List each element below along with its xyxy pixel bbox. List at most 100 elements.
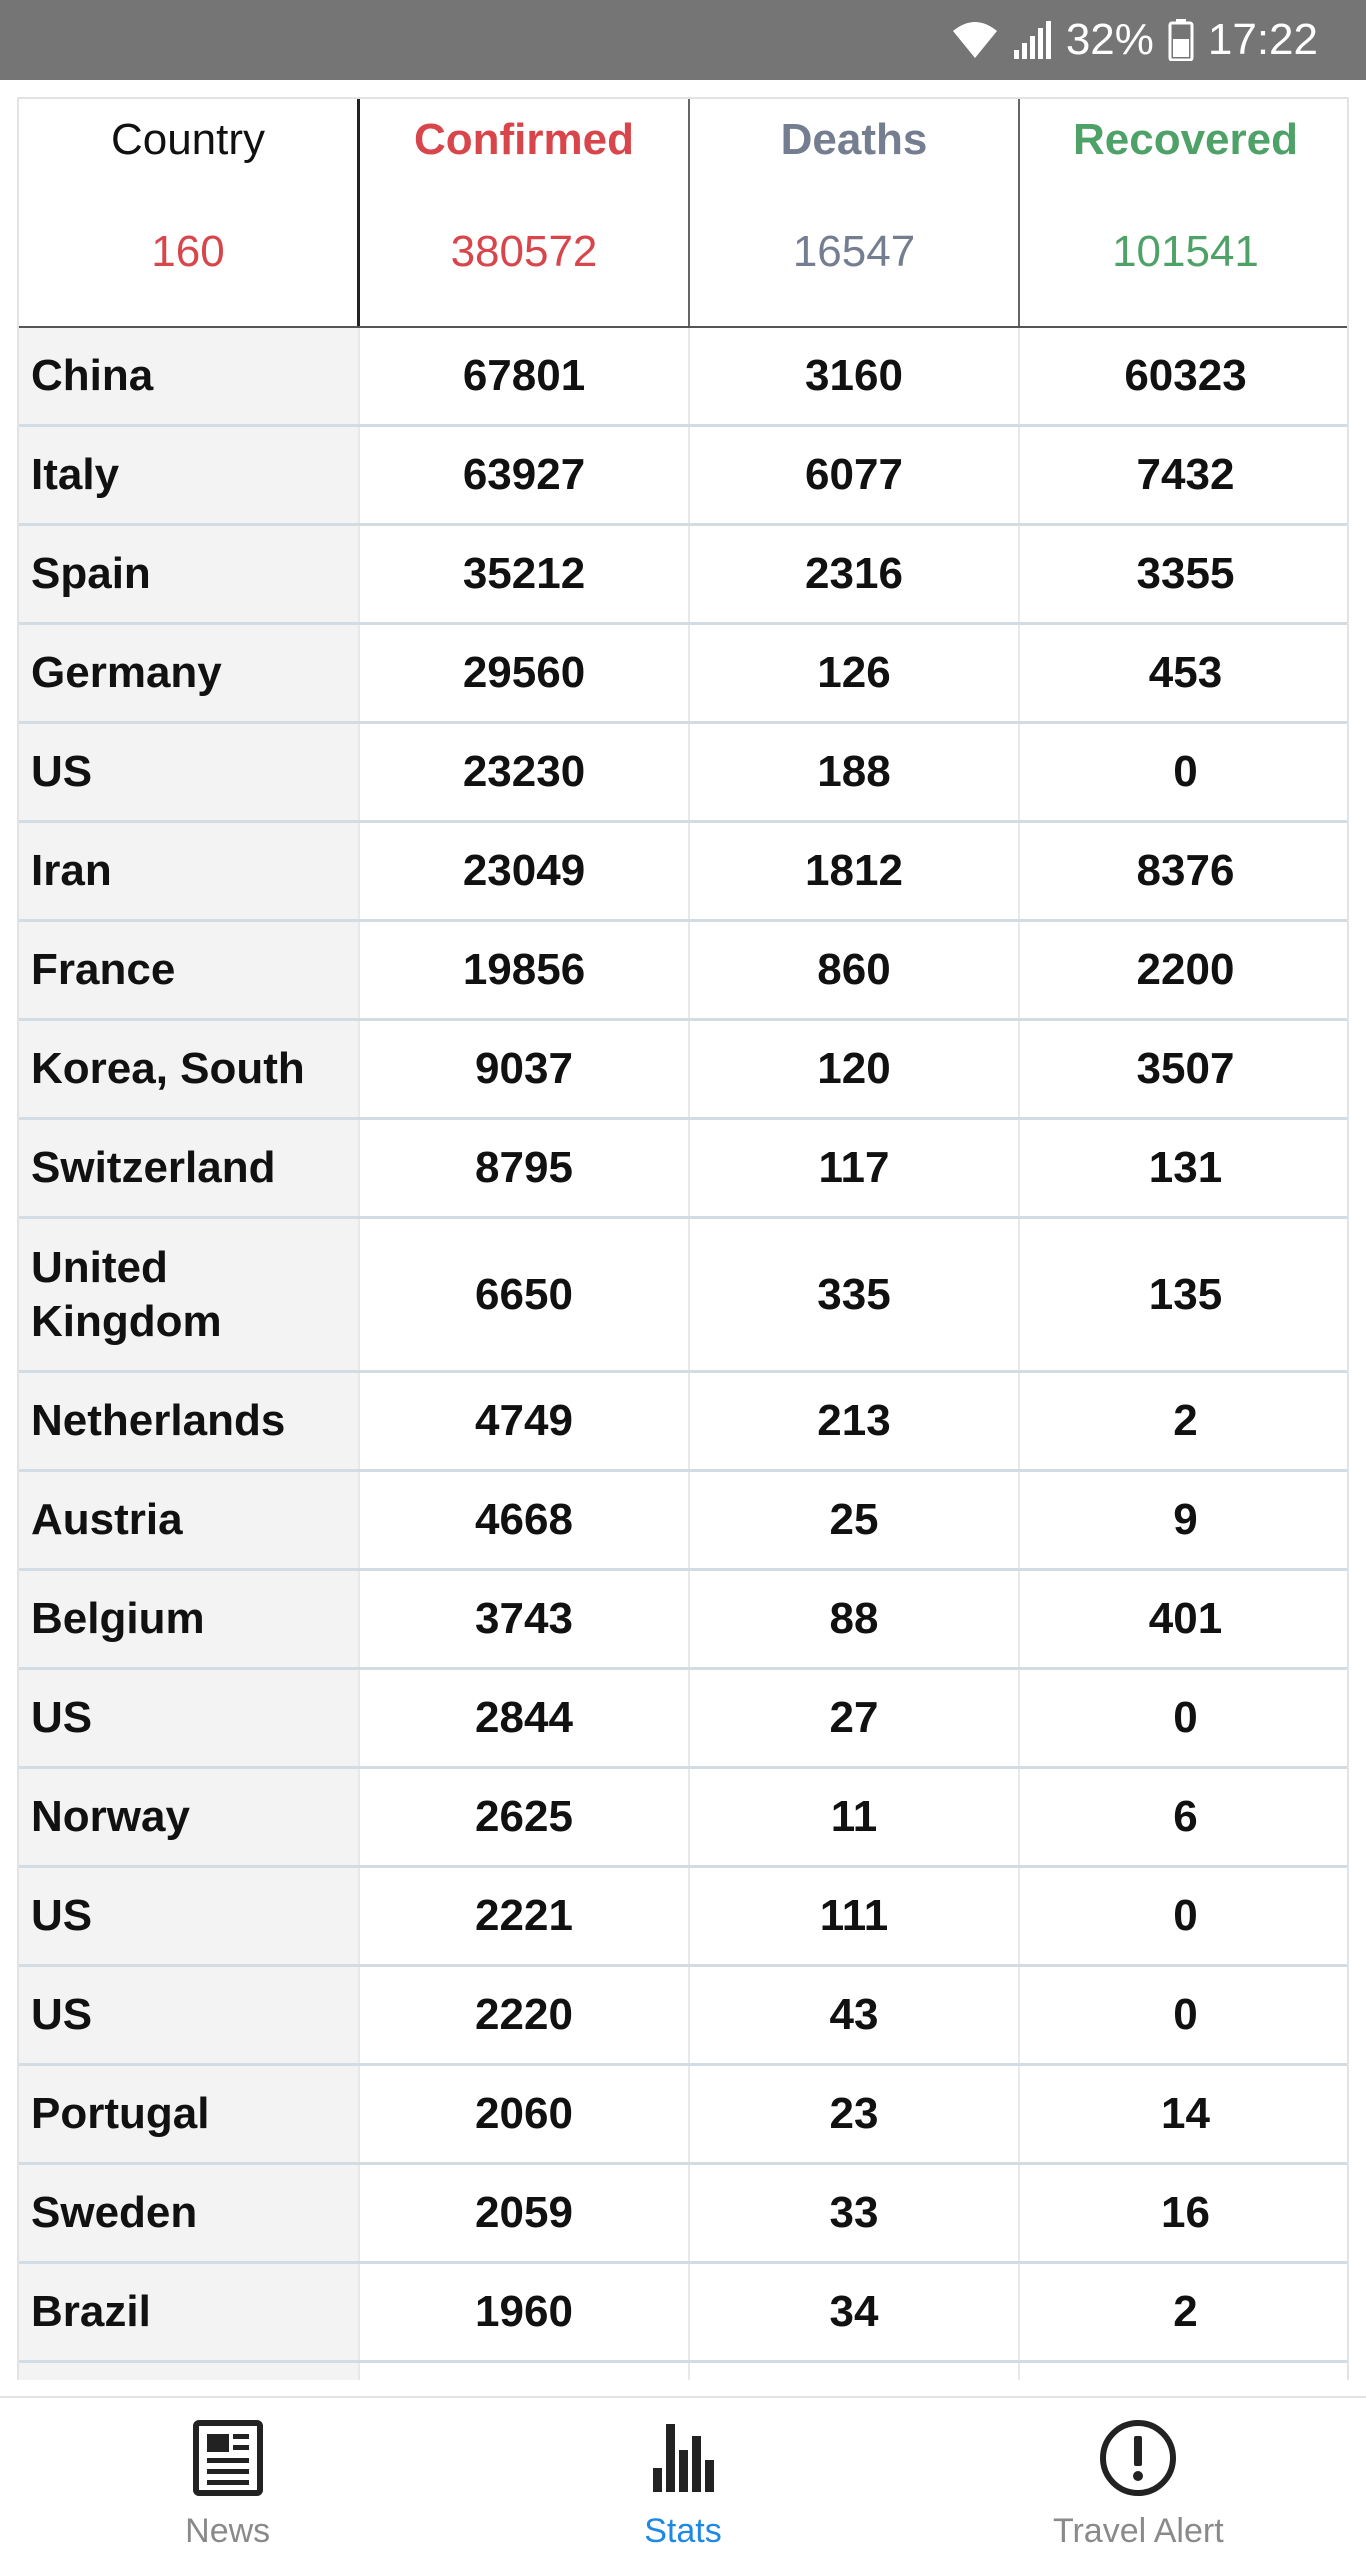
battery-icon	[1168, 19, 1194, 61]
nav-travel-alert[interactable]: Travel Alert	[911, 2398, 1366, 2560]
recovered-cell: 401	[1148, 1594, 1223, 1643]
country-cell: US	[19, 1967, 360, 2063]
stats-table[interactable]: Country 160 Confirmed 380572 Deaths 1654…	[17, 97, 1349, 2380]
confirmed-cell: 2059	[360, 2165, 690, 2261]
confirmed-cell: 2221	[360, 1868, 690, 1964]
confirmed-cell	[360, 2363, 690, 2380]
recovered-cell: 3355	[1136, 549, 1235, 598]
deaths-cell: 25	[690, 1472, 1020, 1568]
deaths-cell: 33	[690, 2165, 1020, 2261]
table-row[interactable]: Brazil 1960 34 2	[19, 2264, 1347, 2363]
confirmed-cell: 2625	[360, 1769, 690, 1865]
country-cell: Germany	[19, 625, 360, 721]
deaths-cell: 3160	[690, 328, 1020, 424]
confirmed-cell: 23049	[360, 823, 690, 919]
confirmed-total: 380572	[450, 227, 598, 276]
confirmed-cell: 23230	[360, 724, 690, 820]
recovered-cell: 0	[1173, 1990, 1198, 2039]
deaths-cell	[690, 2363, 1020, 2380]
country-cell: US	[19, 724, 360, 820]
deaths-cell: 111	[690, 1868, 1020, 1964]
recovered-cell: 0	[1173, 747, 1198, 796]
nav-news[interactable]: News	[0, 2398, 455, 2560]
country-cell: Italy	[19, 427, 360, 523]
recovered-cell: 453	[1148, 648, 1223, 697]
recovered-cell: 8376	[1136, 846, 1235, 895]
country-cell: United Kingdom	[19, 1219, 360, 1370]
header-recovered-title: Recovered	[1072, 115, 1298, 164]
deaths-cell: 43	[690, 1967, 1020, 2063]
table-row[interactable]: US 2844 27 0	[19, 1670, 1347, 1769]
table-row[interactable]: Italy 63927 6077 7432	[19, 427, 1347, 526]
recovered-cell	[1020, 2363, 1347, 2380]
deaths-cell: 126	[690, 625, 1020, 721]
table-row[interactable]: Switzerland 8795 117 131	[19, 1120, 1347, 1219]
wifi-icon	[952, 21, 998, 59]
deaths-cell: 213	[690, 1373, 1020, 1469]
recovered-cell: 131	[1148, 1143, 1223, 1192]
confirmed-cell: 8795	[360, 1120, 690, 1216]
deaths-cell: 6077	[690, 427, 1020, 523]
table-row[interactable]: Austria 4668 25 9	[19, 1472, 1347, 1571]
header-recovered[interactable]: Recovered 101541	[1020, 99, 1347, 326]
table-row[interactable]: Netherlands 4749 213 2	[19, 1373, 1347, 1472]
status-bar: 32% 17:22	[0, 0, 1366, 80]
confirmed-cell: 3743	[360, 1571, 690, 1667]
battery-percent: 32%	[1065, 15, 1154, 64]
table-row[interactable]: US 2220 43 0	[19, 1967, 1347, 2066]
bottom-nav: News Stats Travel Alert	[0, 2396, 1366, 2560]
table-row[interactable]: Spain 35212 2316 3355	[19, 526, 1347, 625]
confirmed-cell: 4668	[360, 1472, 690, 1568]
table-row[interactable]: US 2221 111 0	[19, 1868, 1347, 1967]
signal-icon	[1012, 20, 1052, 60]
table-row[interactable]: Sweden 2059 33 16	[19, 2165, 1347, 2264]
bar-chart-icon	[651, 2418, 715, 2498]
table-row[interactable]: Norway 2625 11 6	[19, 1769, 1347, 1868]
confirmed-cell: 1960	[360, 2264, 690, 2360]
country-cell: China	[19, 328, 360, 424]
header-confirmed[interactable]: Confirmed 380572	[360, 99, 690, 326]
country-cell: Austria	[19, 1472, 360, 1568]
recovered-cell: 135	[1148, 1269, 1223, 1319]
header-country-title: Country	[110, 115, 266, 164]
newspaper-icon	[192, 2418, 263, 2498]
country-cell: Portugal	[19, 2066, 360, 2162]
table-row[interactable]: Portugal 2060 23 14	[19, 2066, 1347, 2165]
nav-stats[interactable]: Stats	[455, 2398, 910, 2560]
recovered-cell: 2	[1173, 1396, 1198, 1445]
deaths-cell: 188	[690, 724, 1020, 820]
recovered-cell: 16	[1161, 2188, 1210, 2237]
deaths-cell: 335	[690, 1219, 1020, 1370]
table-row[interactable]: Korea, South 9037 120 3507	[19, 1021, 1347, 1120]
recovered-total: 101541	[1112, 227, 1259, 276]
table-row[interactable]: China 67801 3160 60323	[19, 328, 1347, 427]
confirmed-cell: 6650	[360, 1219, 690, 1370]
clock: 17:22	[1207, 15, 1318, 64]
table-row[interactable]: US 23230 188 0	[19, 724, 1347, 823]
deaths-cell: 34	[690, 2264, 1020, 2360]
country-cell: Sweden	[19, 2165, 360, 2261]
country-cell: Brazil	[19, 2264, 360, 2360]
deaths-cell: 27	[690, 1670, 1020, 1766]
table-row[interactable]	[19, 2363, 1347, 2380]
table-row[interactable]: Germany 29560 126 453	[19, 625, 1347, 724]
deaths-cell: 117	[690, 1120, 1020, 1216]
header-country[interactable]: Country 160	[19, 99, 360, 326]
country-cell: US	[19, 1670, 360, 1766]
deaths-cell: 11	[690, 1769, 1020, 1865]
table-row[interactable]: Belgium 3743 88 401	[19, 1571, 1347, 1670]
country-cell: France	[19, 922, 360, 1018]
table-row[interactable]: France 19856 860 2200	[19, 922, 1347, 1021]
country-cell: Belgium	[19, 1571, 360, 1667]
header-deaths[interactable]: Deaths 16547	[690, 99, 1020, 326]
nav-news-label: News	[185, 2512, 271, 2550]
deaths-cell: 88	[690, 1571, 1020, 1667]
recovered-cell: 60323	[1124, 351, 1247, 400]
nav-travel-alert-label: Travel Alert	[1052, 2512, 1224, 2550]
confirmed-cell: 67801	[360, 328, 690, 424]
recovered-cell: 0	[1173, 1693, 1198, 1742]
table-row[interactable]: Iran 23049 1812 8376	[19, 823, 1347, 922]
table-row[interactable]: United Kingdom 6650 335 135	[19, 1219, 1347, 1373]
header-confirmed-title: Confirmed	[414, 115, 634, 164]
country-cell	[19, 2363, 360, 2380]
